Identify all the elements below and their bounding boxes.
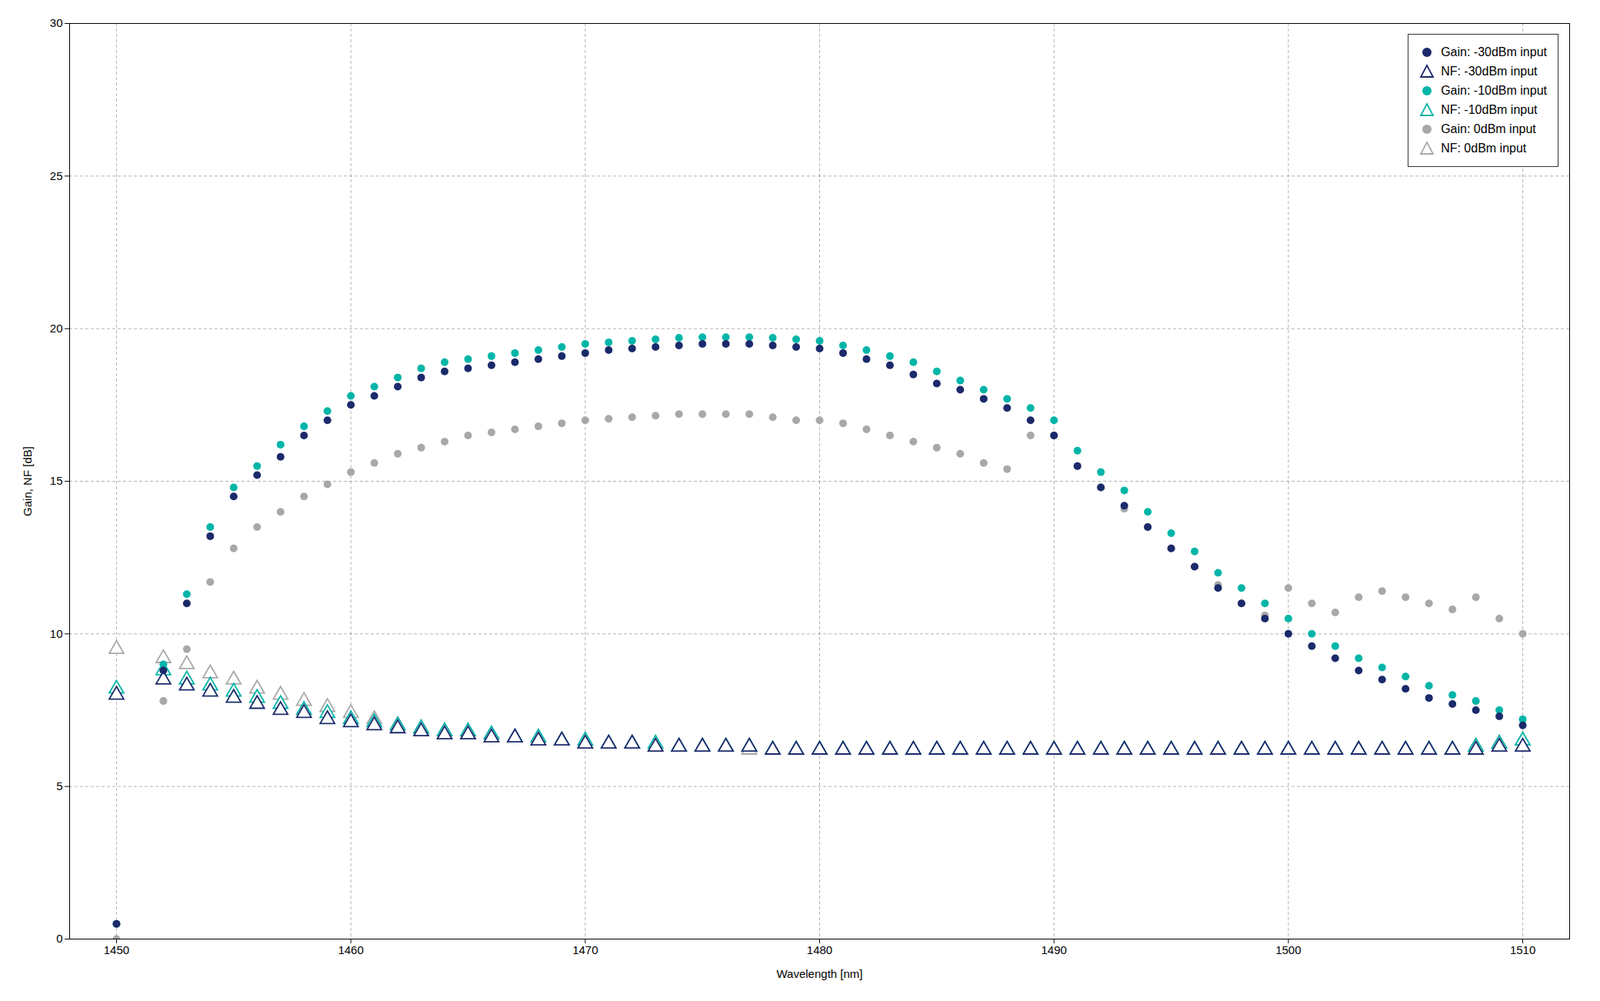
html-text:NF: -30dBm input: NF: -30dBm input [1440,64,1538,78]
svg-text:25: 25 [50,169,64,183]
html-text:NF: -10dBm input: NF: -10dBm input [1440,103,1538,117]
svg-text:30: 30 [50,16,64,30]
svg-text:Gain, NF [dB]: Gain, NF [dB] [20,446,34,517]
svg-text:1510: 1510 [1510,943,1536,957]
svg-text:5: 5 [56,779,63,793]
svg-text:1470: 1470 [572,943,598,957]
svg-text:Wavelength [nm]: Wavelength [nm] [776,966,864,980]
svg-text:0: 0 [56,931,63,945]
svg-text:15: 15 [50,473,64,487]
svg-text:20: 20 [50,321,64,335]
svg-text:1500: 1500 [1275,943,1301,957]
svg-text:10: 10 [50,626,64,640]
svg-text:1480: 1480 [806,943,833,957]
html-text:Gain: -30dBm input: Gain: -30dBm input [1440,45,1547,59]
html-text:Gain: -10dBm input: Gain: -10dBm input [1440,83,1547,97]
svg-text:1490: 1490 [1041,943,1067,957]
svg-text:1450: 1450 [103,943,130,957]
html-text:NF: 0dBm input: NF: 0dBm input [1440,141,1527,155]
html-text:Gain: 0dBm input: Gain: 0dBm input [1440,122,1536,136]
svg-text:1460: 1460 [337,943,364,957]
